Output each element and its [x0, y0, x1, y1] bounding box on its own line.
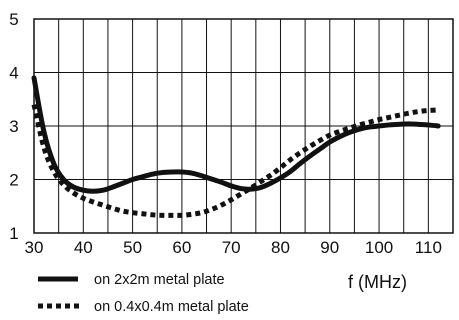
series-line-dotted: [31, 104, 439, 218]
y-tick-label: 3: [9, 117, 18, 136]
x-tick-label: 100: [365, 238, 393, 257]
x-tick-label: 80: [271, 238, 290, 257]
x-tick-label: 60: [172, 238, 191, 257]
y-tick-label: 2: [9, 171, 18, 190]
legend-label-dotted: on 0.4x0.4m metal plate: [94, 299, 249, 315]
series-lines: [31, 75, 441, 218]
y-tick-label: 4: [9, 64, 18, 83]
tick-labels: 30 40 50 60 70 80 90 100 110 1 2 3 4 5: [9, 10, 442, 257]
series-line-solid: [31, 75, 441, 194]
legend-label-solid: on 2x2m metal plate: [94, 272, 225, 288]
y-tick-label: 1: [9, 224, 18, 243]
x-tick-label: 50: [123, 238, 142, 257]
legend: on 2x2m metal plate on 0.4x0.4m metal pl…: [38, 272, 249, 315]
x-tick-label: 40: [74, 238, 93, 257]
x-tick-label: 30: [25, 238, 44, 257]
x-axis-unit-label: f (MHz): [348, 272, 407, 292]
x-tick-label: 70: [222, 238, 241, 257]
y-tick-label: 5: [9, 10, 18, 29]
x-tick-label: 90: [320, 238, 339, 257]
plot-frame: [33, 18, 454, 234]
x-tick-label: 110: [415, 238, 442, 257]
